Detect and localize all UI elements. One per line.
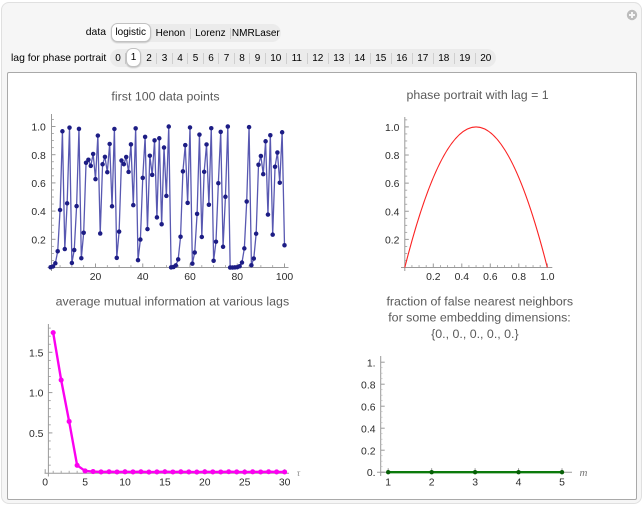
svg-text:60: 60: [184, 272, 196, 283]
svg-text:0.2: 0.2: [361, 446, 376, 457]
svg-text:0.6: 0.6: [31, 179, 46, 190]
svg-text:0.2: 0.2: [31, 235, 46, 246]
svg-text:5: 5: [82, 478, 88, 489]
svg-text:first 100 data points: first 100 data points: [111, 89, 219, 103]
svg-text:20: 20: [90, 272, 102, 283]
svg-text:0.2: 0.2: [385, 235, 400, 246]
svg-text:2: 2: [429, 478, 435, 489]
svg-text:1.0: 1.0: [29, 389, 44, 400]
svg-text:10: 10: [119, 478, 131, 489]
svg-text:100: 100: [276, 272, 294, 283]
svg-text:phase portrait with lag = 1: phase portrait with lag = 1: [406, 88, 548, 102]
svg-text:5: 5: [559, 478, 565, 489]
svg-text:0.6: 0.6: [483, 272, 498, 283]
svg-text:0.: 0.: [367, 468, 376, 479]
svg-text:3: 3: [472, 478, 478, 489]
svg-text:1.5: 1.5: [29, 348, 44, 359]
svg-text:0.5: 0.5: [29, 429, 44, 440]
svg-text:0.8: 0.8: [361, 380, 376, 391]
svg-text:0.4: 0.4: [455, 272, 470, 283]
svg-text:τ: τ: [297, 469, 301, 479]
svg-text:80: 80: [231, 272, 243, 283]
svg-text:average mutual information at: average mutual information at various la…: [56, 295, 289, 309]
svg-text:20: 20: [199, 478, 211, 489]
svg-text:0.4: 0.4: [361, 424, 376, 435]
svg-text:40: 40: [137, 272, 149, 283]
svg-text:30: 30: [279, 478, 291, 489]
svg-text:1: 1: [385, 478, 391, 489]
svg-text:0.8: 0.8: [385, 151, 400, 162]
svg-text:0.8: 0.8: [512, 272, 527, 283]
svg-text:25: 25: [239, 478, 251, 489]
svg-text:1.0: 1.0: [385, 123, 400, 134]
svg-text:1.0: 1.0: [540, 272, 555, 283]
svg-text:4: 4: [516, 478, 522, 489]
svg-text:0.6: 0.6: [385, 179, 400, 190]
svg-text:15: 15: [159, 478, 171, 489]
svg-text:0.8: 0.8: [31, 151, 46, 162]
svg-text:0.4: 0.4: [385, 207, 400, 218]
svg-text:{0., 0., 0., 0., 0.}: {0., 0., 0., 0., 0.}: [431, 327, 519, 341]
svg-text:0.6: 0.6: [361, 402, 376, 413]
svg-text:m: m: [580, 467, 588, 479]
svg-text:0.2: 0.2: [426, 272, 441, 283]
svg-text:1.: 1.: [367, 358, 376, 369]
svg-text:1.0: 1.0: [31, 123, 46, 134]
svg-text:for some embedding dimensions:: for some embedding dimensions:: [388, 311, 571, 325]
svg-text:fraction of false nearest neig: fraction of false nearest neighbors: [386, 295, 573, 309]
svg-text:0: 0: [42, 478, 48, 489]
svg-text:0.4: 0.4: [31, 207, 46, 218]
